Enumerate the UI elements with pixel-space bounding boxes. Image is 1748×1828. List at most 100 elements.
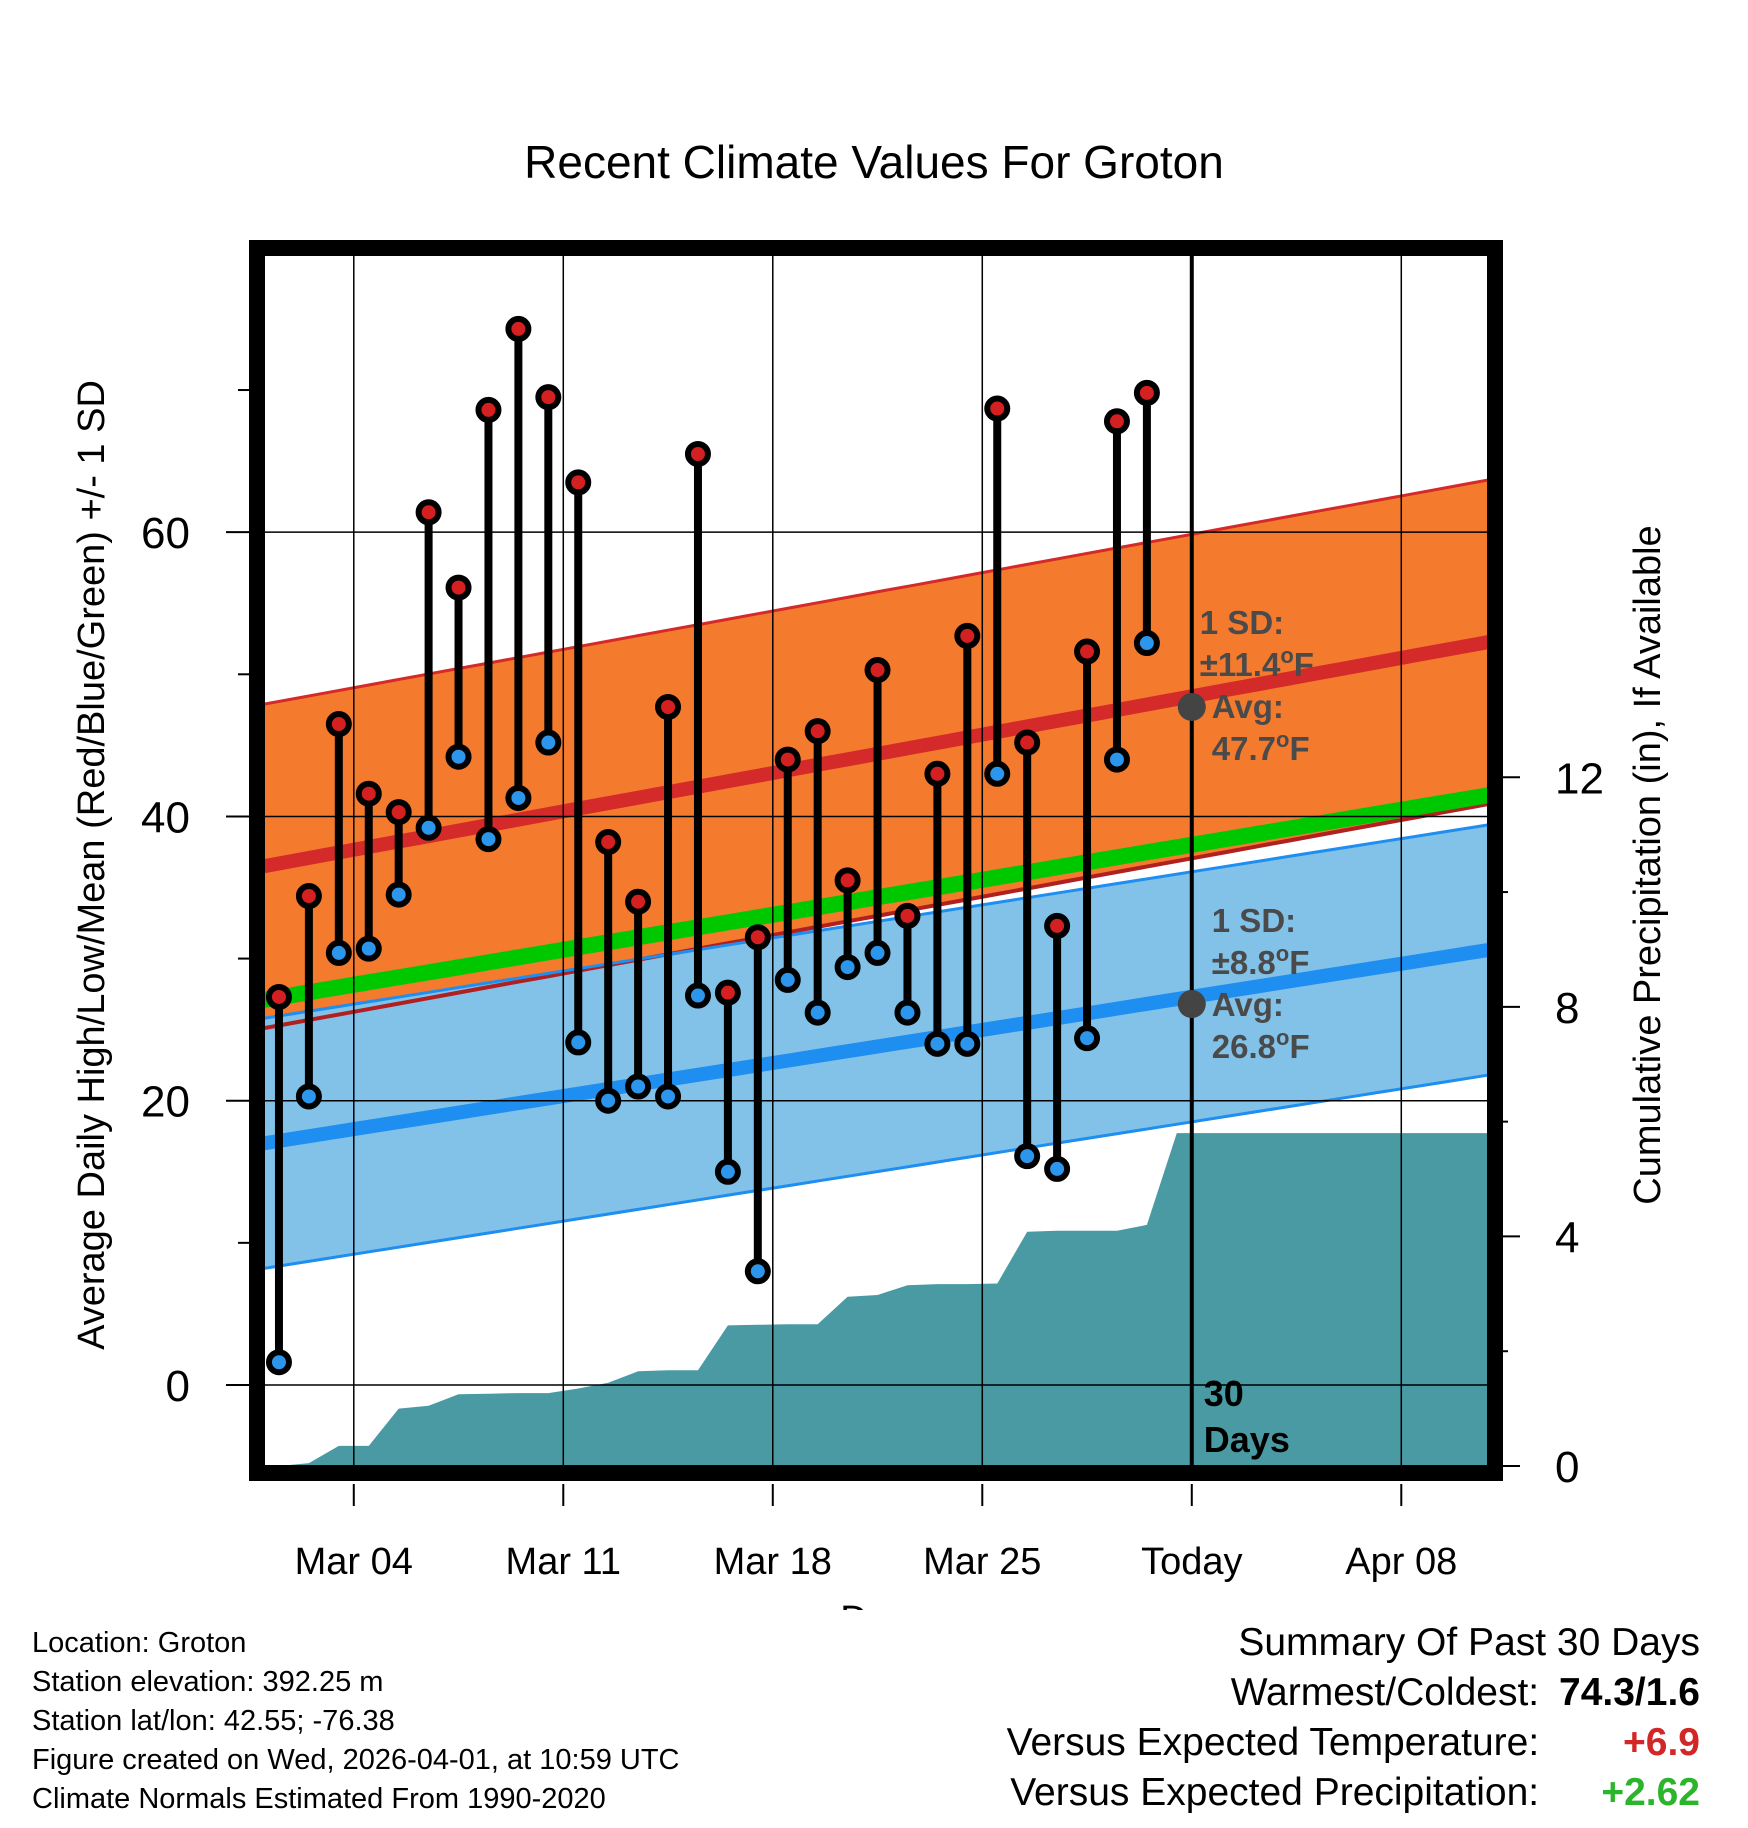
created-text: Figure created on Wed, 2026-04-01, at 10… (32, 1744, 680, 1776)
daily-high-point (804, 718, 831, 745)
low-avg-value: 26.8oF (1212, 1025, 1310, 1065)
daily-low-point (774, 966, 801, 993)
daily-high-point (1044, 912, 1071, 939)
daily-low-point (655, 1083, 682, 1110)
x-axis-label: Day (840, 1599, 908, 1610)
daily-low-point (984, 760, 1011, 787)
climate-chart: Recent Climate Values For Groton 1 SD:±1… (71, 136, 1669, 1610)
daily-low-point (1074, 1025, 1101, 1052)
latlon-text: Station lat/lon: 42.55; -76.38 (32, 1705, 395, 1737)
daily-low-point (265, 1349, 292, 1376)
chart-title: Recent Climate Values For Groton (524, 136, 1224, 188)
daily-low-point (535, 729, 562, 756)
daily-low-point (1133, 630, 1160, 657)
daily-low-point (325, 939, 352, 966)
low-sd-lower-edge (264, 1073, 1488, 1270)
daily-low-point (1103, 746, 1130, 773)
daily-low-point (954, 1030, 981, 1057)
daily-low-point (864, 939, 891, 966)
daily-low-point (1044, 1155, 1071, 1182)
normal-high-line (264, 634, 1488, 874)
x-tick-label: Mar 25 (923, 1541, 1041, 1583)
daily-low-point (355, 935, 382, 962)
daily-low-point (894, 999, 921, 1026)
summary-panel: Summary Of Past 30 Days Warmest/Coldest:… (1007, 1618, 1700, 1818)
daily-low-point (295, 1083, 322, 1110)
x-tick-label: Mar 18 (714, 1541, 832, 1583)
daily-low-point (595, 1087, 622, 1114)
warm-cold-value: 74.3/1.6 (1559, 1671, 1700, 1714)
daily-high-point (325, 711, 352, 738)
daily-high-point (475, 396, 502, 423)
normals-text: Climate Normals Estimated From 1990-2020 (32, 1783, 606, 1815)
normal-mean-line (264, 787, 1488, 1008)
warm-cold-label: Warmest/Coldest: (1230, 1671, 1540, 1714)
daily-high-point (355, 780, 382, 807)
daily-high-point (984, 395, 1011, 422)
temp-diff-label: Versus Expected Temperature: (1006, 1721, 1540, 1764)
daily-high-point (744, 924, 771, 951)
y-tick-label: 40 (141, 793, 190, 842)
location-text: Location: Groton (32, 1627, 247, 1659)
daily-low-point (684, 982, 711, 1009)
daily-high-point (1014, 729, 1041, 756)
daily-high-point (295, 883, 322, 910)
daily-high-point (415, 499, 442, 526)
daily-high-point (385, 799, 412, 826)
precip-diff-value: +2.62 (1601, 1771, 1700, 1814)
daily-high-point (445, 574, 472, 601)
x-tick-label: Today (1141, 1541, 1242, 1583)
daily-low-point (1014, 1143, 1041, 1170)
low-sd-value: ±8.8oF (1212, 941, 1310, 981)
daily-high-point (265, 983, 292, 1010)
daily-high-point (924, 760, 951, 787)
daily-high-point (894, 902, 921, 929)
daily-low-point (834, 954, 861, 981)
daily-high-point (565, 469, 592, 496)
daily-low-point (415, 814, 442, 841)
low-sd-label: 1 SD: (1212, 902, 1296, 939)
daily-low-point (924, 1030, 951, 1057)
daily-high-point (954, 622, 981, 649)
daily-high-point (655, 693, 682, 720)
daily-high-point (1103, 408, 1130, 435)
today-days-count: 30 (1204, 1373, 1244, 1414)
low-avg-label: Avg: (1212, 986, 1284, 1023)
high-avg-value: 47.7oF (1212, 727, 1310, 767)
y2-tick-label: 0 (1555, 1443, 1579, 1492)
normal-low-line (264, 942, 1488, 1151)
today-days-label: Days (1204, 1419, 1290, 1460)
y-tick-label: 60 (141, 509, 190, 558)
daily-low-point (385, 881, 412, 908)
plot-frame (249, 240, 1503, 1481)
daily-low-point (625, 1073, 652, 1100)
daily-low-point (565, 1029, 592, 1056)
temp-diff-value: +6.9 (1623, 1721, 1700, 1764)
elevation-text: Station elevation: 392.25 m (32, 1666, 384, 1698)
y-tick-label: 0 (166, 1362, 190, 1411)
high-avg-label: Avg: (1212, 688, 1284, 725)
station-info: Location: Groton Station elevation: 392.… (32, 1624, 680, 1819)
daily-high-point (774, 746, 801, 773)
today-low-avg-dot (1177, 990, 1206, 1019)
daily-high-point (1133, 379, 1160, 406)
high-sd-upper-edge (264, 478, 1488, 706)
x-tick-label: Mar 04 (295, 1541, 413, 1583)
y2-tick-label: 12 (1555, 754, 1604, 803)
y-axis-label: Average Daily High/Low/Mean (Red/Blue/Gr… (71, 380, 113, 1350)
daily-high-point (595, 829, 622, 856)
today-high-avg-dot (1177, 692, 1206, 721)
daily-low-point (505, 784, 532, 811)
daily-high-point (505, 315, 532, 342)
daily-low-point (445, 743, 472, 770)
daily-high-point (834, 867, 861, 894)
y2-tick-label: 4 (1555, 1213, 1579, 1262)
y-tick-label: 20 (141, 1078, 190, 1127)
high-sd-label: 1 SD: (1200, 604, 1284, 641)
daily-high-point (714, 979, 741, 1006)
daily-low-point (804, 999, 831, 1026)
y2-axis-label: Cumulative Precipitation (in), If Availa… (1627, 525, 1669, 1204)
daily-high-point (1074, 638, 1101, 665)
